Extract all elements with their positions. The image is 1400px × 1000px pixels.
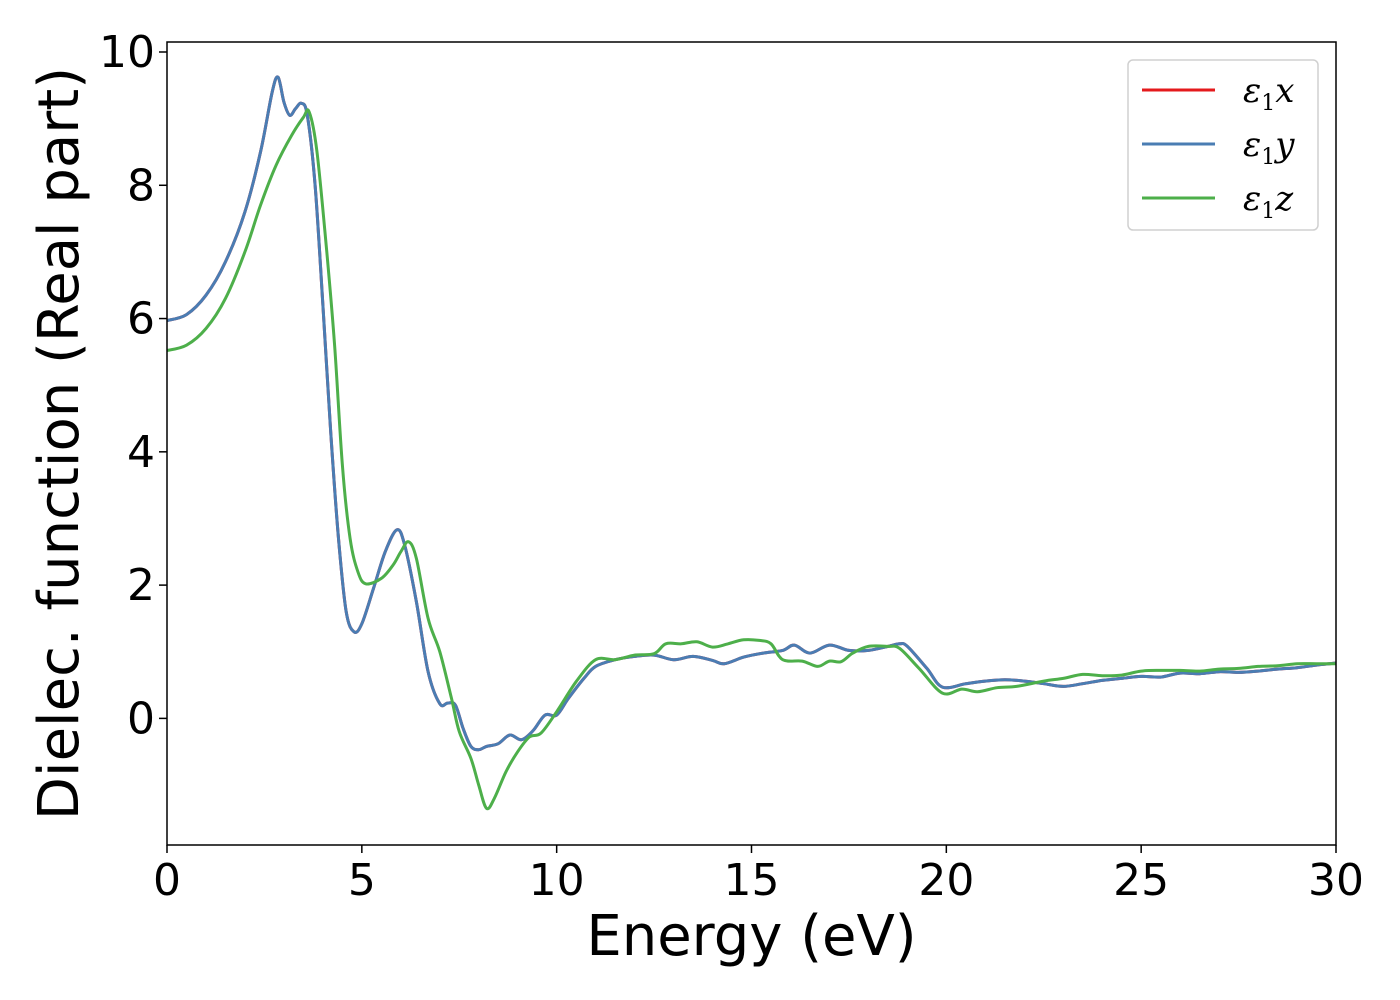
y-tick-label: 6 <box>127 294 155 345</box>
x-tick-label: 20 <box>918 855 974 906</box>
x-tick-label: 25 <box>1113 855 1169 906</box>
x-axis-title: Energy (eV) <box>586 904 916 969</box>
legend-box <box>1127 59 1319 231</box>
x-axis-ticks: 0 5 10 15 20 25 30 <box>153 845 1364 906</box>
y-tick-label: 4 <box>127 427 155 478</box>
x-tick-label: 0 <box>153 855 181 906</box>
y-tick-label: 8 <box>127 160 155 211</box>
x-tick-label: 5 <box>348 855 376 906</box>
plot-lines <box>166 75 1337 811</box>
y-axis-title: Dielec. function (Real part) <box>27 67 92 820</box>
series-line-z <box>166 108 1336 811</box>
y-tick-label: 10 <box>99 27 155 78</box>
legend-label-y: ε1y <box>1243 125 1295 170</box>
series-line-y <box>166 75 1337 752</box>
x-tick-label: 30 <box>1308 855 1364 906</box>
x-tick-label: 15 <box>724 855 780 906</box>
x-tick-label: 10 <box>529 855 585 906</box>
legend: ε1x ε1y ε1z <box>1127 59 1319 231</box>
y-axis-ticks: 0 2 4 6 8 10 <box>99 27 167 744</box>
legend-label-x: ε1x <box>1243 71 1294 116</box>
y-tick-label: 2 <box>127 560 155 611</box>
y-tick-label: 0 <box>127 693 155 744</box>
legend-label-z: ε1z <box>1243 179 1294 224</box>
